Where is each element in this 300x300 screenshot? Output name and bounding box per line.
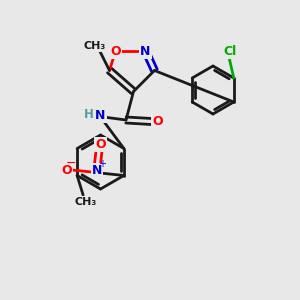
Text: O: O [110, 44, 121, 58]
Text: +: + [98, 159, 106, 169]
Text: N: N [95, 109, 106, 122]
Text: Cl: Cl [223, 45, 236, 58]
Text: N: N [140, 44, 151, 58]
Text: N: N [92, 164, 102, 177]
Text: CH₃: CH₃ [83, 41, 106, 51]
Text: O: O [152, 115, 163, 128]
Text: H: H [84, 108, 94, 121]
Text: O: O [61, 164, 72, 177]
Text: −: − [66, 157, 76, 170]
Text: O: O [95, 138, 106, 151]
Text: CH₃: CH₃ [75, 196, 97, 207]
